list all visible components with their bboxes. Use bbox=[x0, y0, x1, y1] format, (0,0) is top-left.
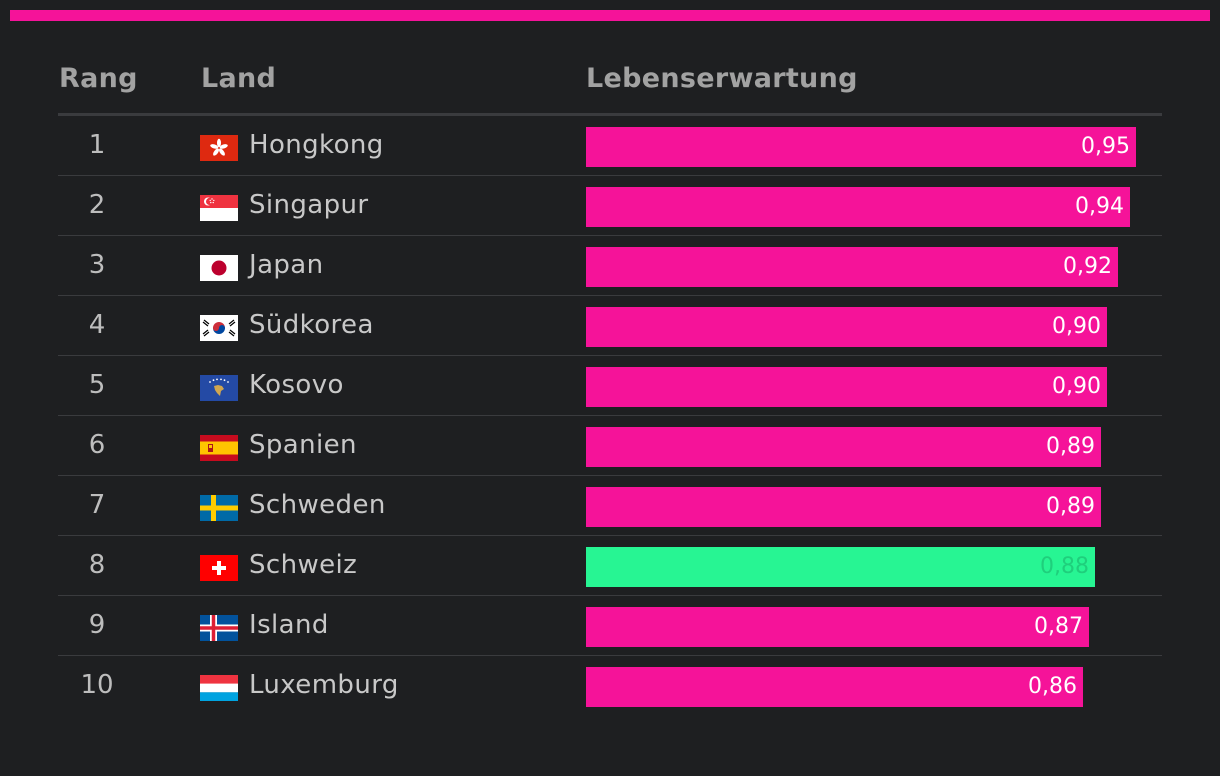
country-cell: Japan bbox=[249, 250, 324, 280]
japan-flag-icon bbox=[200, 255, 238, 281]
value-label: 0,86 bbox=[1028, 674, 1077, 699]
value-label: 0,90 bbox=[1052, 374, 1101, 399]
value-label: 0,88 bbox=[1040, 554, 1089, 579]
value-bar: 0,90 bbox=[586, 307, 1107, 347]
table-row: 10 Luxemburg 0,86 bbox=[58, 656, 1162, 716]
country-cell: Schweden bbox=[249, 490, 386, 520]
sweden-flag-icon bbox=[200, 495, 238, 521]
country-cell: Schweiz bbox=[249, 550, 358, 580]
value-label: 0,94 bbox=[1075, 194, 1124, 219]
rank-cell: 8 bbox=[88, 550, 106, 580]
accent-bar bbox=[10, 10, 1210, 21]
table-row: 3 Japan 0,92 bbox=[58, 236, 1162, 296]
value-column-header: Lebenserwartung bbox=[586, 63, 858, 94]
value-bar: 0,95 bbox=[586, 127, 1136, 167]
country-cell: Kosovo bbox=[249, 370, 344, 400]
luxembourg-flag-icon bbox=[200, 675, 238, 701]
country-cell: Südkorea bbox=[249, 310, 374, 340]
table-header: Rang Land Lebenserwartung bbox=[58, 56, 1162, 116]
value-label: 0,87 bbox=[1034, 614, 1083, 639]
rank-cell: 6 bbox=[88, 430, 106, 460]
value-bar: 0,89 bbox=[586, 427, 1101, 467]
spain-flag-icon bbox=[200, 435, 238, 461]
rank-cell: 9 bbox=[88, 610, 106, 640]
table-row: 9 Island 0,87 bbox=[58, 596, 1162, 656]
rank-cell: 1 bbox=[88, 130, 106, 160]
table-row: 7 Schweden 0,89 bbox=[58, 476, 1162, 536]
value-bar: 0,94 bbox=[586, 187, 1130, 227]
rank-cell: 4 bbox=[88, 310, 106, 340]
hongkong-flag-icon bbox=[200, 135, 238, 161]
rank-cell: 5 bbox=[88, 370, 106, 400]
switzerland-flag-icon bbox=[200, 555, 238, 581]
value-label: 0,90 bbox=[1052, 314, 1101, 339]
rank-cell: 2 bbox=[88, 190, 106, 220]
iceland-flag-icon bbox=[200, 615, 238, 641]
value-bar: 0,92 bbox=[586, 247, 1118, 287]
table-row: 6 Spanien 0,89 bbox=[58, 416, 1162, 476]
value-label: 0,92 bbox=[1063, 254, 1112, 279]
rank-column-header: Rang bbox=[59, 63, 138, 94]
value-bar: 0,86 bbox=[586, 667, 1083, 707]
rank-cell: 3 bbox=[88, 250, 106, 280]
table-row: 8 Schweiz 0,88 bbox=[58, 536, 1162, 596]
south-korea-flag-icon bbox=[200, 315, 238, 341]
country-column-header: Land bbox=[201, 63, 277, 94]
country-cell: Spanien bbox=[249, 430, 357, 460]
value-bar: 0,89 bbox=[586, 487, 1101, 527]
rank-cell: 7 bbox=[88, 490, 106, 520]
table-row: 5 Kosovo 0,90 bbox=[58, 356, 1162, 416]
singapore-flag-icon bbox=[200, 195, 238, 221]
value-bar: 0,88 bbox=[586, 547, 1095, 587]
table-row: 4 Südkorea 0,90 bbox=[58, 296, 1162, 356]
value-bar: 0,87 bbox=[586, 607, 1089, 647]
value-label: 0,89 bbox=[1046, 494, 1095, 519]
country-cell: Luxemburg bbox=[249, 670, 399, 700]
kosovo-flag-icon bbox=[200, 375, 238, 401]
ranking-table: Rang Land Lebenserwartung 1 Hongkong 0,9… bbox=[58, 56, 1162, 716]
country-cell: Hongkong bbox=[249, 130, 384, 160]
value-label: 0,89 bbox=[1046, 434, 1095, 459]
value-bar: 0,90 bbox=[586, 367, 1107, 407]
country-cell: Island bbox=[249, 610, 329, 640]
value-label: 0,95 bbox=[1081, 134, 1130, 159]
country-cell: Singapur bbox=[249, 190, 369, 220]
table-row: 2 Singapur 0,94 bbox=[58, 176, 1162, 236]
table-row: 1 Hongkong 0,95 bbox=[58, 116, 1162, 176]
rank-cell: 10 bbox=[80, 670, 114, 700]
